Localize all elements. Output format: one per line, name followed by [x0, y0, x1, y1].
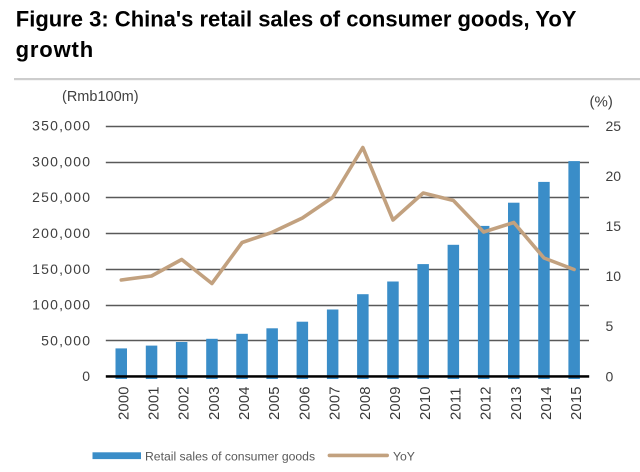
svg-text:2005: 2005 — [267, 386, 283, 420]
svg-text:(Rmb100m): (Rmb100m) — [62, 89, 139, 105]
svg-text:2003: 2003 — [207, 386, 223, 420]
svg-text:2004: 2004 — [237, 386, 253, 420]
svg-text:250,000: 250,000 — [32, 189, 91, 205]
svg-text:2000: 2000 — [116, 386, 132, 420]
svg-text:2009: 2009 — [388, 386, 404, 420]
svg-text:20: 20 — [606, 168, 622, 184]
svg-text:150,000: 150,000 — [32, 261, 91, 277]
svg-text:2002: 2002 — [177, 386, 193, 420]
svg-text:2015: 2015 — [569, 386, 585, 420]
svg-text:0: 0 — [82, 368, 91, 384]
svg-text:2007: 2007 — [328, 386, 344, 420]
svg-text:2010: 2010 — [418, 386, 434, 420]
svg-text:YoY: YoY — [393, 450, 415, 464]
svg-text:2006: 2006 — [297, 386, 313, 420]
svg-text:50,000: 50,000 — [41, 332, 91, 348]
svg-text:growth: growth — [16, 37, 94, 62]
svg-text:Figure 3: China's retail sales: Figure 3: China's retail sales of consum… — [16, 7, 577, 32]
svg-text:5: 5 — [606, 318, 614, 334]
svg-text:10: 10 — [606, 268, 622, 284]
svg-text:2013: 2013 — [509, 386, 525, 420]
svg-text:2012: 2012 — [479, 386, 495, 420]
svg-text:2001: 2001 — [147, 386, 163, 420]
svg-text:25: 25 — [606, 118, 622, 134]
svg-text:0: 0 — [606, 368, 614, 384]
svg-text:300,000: 300,000 — [32, 154, 91, 170]
svg-text:200,000: 200,000 — [32, 225, 91, 241]
svg-text:2011: 2011 — [448, 387, 464, 420]
svg-text:2014: 2014 — [539, 386, 555, 420]
svg-text:Retail sales of consumer goods: Retail sales of consumer goods — [145, 450, 315, 464]
svg-text:100,000: 100,000 — [32, 297, 91, 313]
svg-text:350,000: 350,000 — [32, 118, 91, 134]
svg-text:2008: 2008 — [358, 386, 374, 420]
svg-text:15: 15 — [606, 218, 622, 234]
svg-text:(%): (%) — [590, 94, 613, 111]
